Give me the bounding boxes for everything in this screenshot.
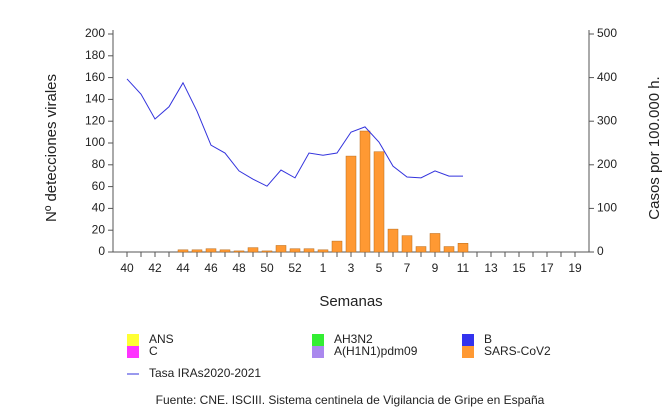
legend-swatch	[462, 334, 474, 346]
bar	[205, 248, 217, 253]
bar	[345, 155, 357, 253]
legend-swatch	[462, 346, 474, 358]
legend-swatch	[127, 346, 139, 358]
x-tick-label: 7	[404, 261, 411, 275]
bar	[233, 250, 245, 253]
bar	[303, 248, 315, 253]
y-tick-label: 120	[85, 113, 105, 127]
bar	[177, 249, 189, 253]
x-tick-label: 42	[148, 261, 162, 275]
legend-label: C	[149, 344, 158, 358]
y2-tick-label: 0	[597, 244, 604, 258]
x-tick-label: 19	[568, 261, 582, 275]
y-axis-title: Nº detecciones virales	[43, 74, 60, 222]
bar	[247, 247, 259, 253]
bar	[191, 249, 203, 253]
y-tick-label: 40	[92, 201, 106, 215]
x-tick-label: 52	[288, 261, 302, 275]
bar	[289, 248, 301, 253]
bar	[457, 243, 469, 253]
x-tick-label: 48	[232, 261, 246, 275]
bar	[443, 246, 455, 253]
y-tick-label: 20	[92, 222, 106, 236]
y-tick-label: 100	[85, 135, 105, 149]
legend-swatch	[127, 334, 139, 346]
bar	[219, 249, 231, 253]
y2-tick-label: 100	[597, 201, 617, 215]
x-tick-label: 44	[176, 261, 190, 275]
bar	[415, 246, 427, 253]
source: Fuente: CNE. ISCIII. Sistema centinela d…	[156, 393, 545, 407]
y-tick-label: 160	[85, 70, 105, 84]
x-tick-label: 15	[512, 261, 526, 275]
bar	[387, 228, 399, 253]
legend-label: SARS-CoV2	[484, 344, 551, 358]
bar	[317, 249, 329, 253]
x-axis-title: Semanas	[319, 293, 382, 310]
x-tick-label: 40	[120, 261, 134, 275]
legend-swatch	[312, 346, 324, 358]
y2-tick-label: 300	[597, 113, 617, 127]
x-tick-label: 3	[348, 261, 355, 275]
bar	[373, 151, 385, 253]
legend-label: B	[484, 332, 492, 346]
legend-swatch	[312, 334, 324, 346]
x-tick-label: 46	[204, 261, 218, 275]
x-tick-label: 13	[484, 261, 498, 275]
bar	[275, 245, 287, 253]
y-tick-label: 60	[92, 179, 106, 193]
legend-label: Tasa IRAs2020-2021	[149, 366, 261, 380]
x-tick-label: 1	[320, 261, 327, 275]
y-tick-label: 180	[85, 48, 105, 62]
y2-tick-label: 500	[597, 26, 617, 40]
bar	[331, 240, 343, 253]
legend-label: ANS	[149, 332, 174, 346]
y2-axis-title: Casos por 100.000 h.	[646, 76, 663, 219]
legend-label: A(H1N1)pdm09	[334, 344, 418, 358]
y2-tick-label: 200	[597, 157, 617, 171]
y-tick-label: 140	[85, 92, 105, 106]
y2-tick-label: 400	[597, 70, 617, 84]
x-tick-label: 11	[457, 261, 470, 275]
bar	[429, 233, 441, 253]
legend-label: AH3N2	[334, 332, 373, 346]
bar	[401, 235, 413, 253]
bar	[359, 130, 371, 253]
y-tick-label: 200	[85, 26, 105, 40]
y-tick-label: 80	[92, 157, 106, 171]
x-tick-label: 5	[376, 261, 383, 275]
x-tick-label: 17	[540, 261, 554, 275]
bar	[261, 250, 273, 253]
line	[126, 78, 463, 187]
x-tick-label: 9	[432, 261, 439, 275]
y-tick-label: 0	[98, 244, 105, 258]
x-tick-label: 50	[260, 261, 274, 275]
